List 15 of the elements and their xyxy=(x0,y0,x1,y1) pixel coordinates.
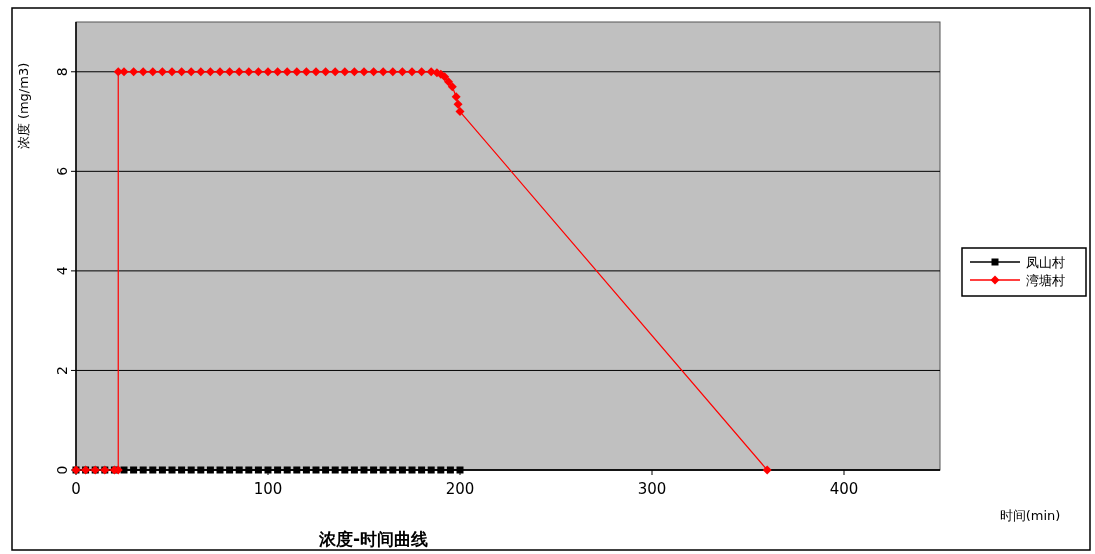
x-tick-label: 100 xyxy=(253,480,283,498)
y-tick-label: 2 xyxy=(54,365,70,375)
x-tick-label: 400 xyxy=(829,480,859,498)
text: 浓度-时间曲线 xyxy=(318,529,429,549)
legend-label: 凤山村 xyxy=(1026,255,1065,270)
y-tick-label: 6 xyxy=(54,166,70,176)
y-tick-label: 4 xyxy=(54,266,70,276)
x-tick-label: 0 xyxy=(71,480,81,498)
x-axis-title: 时间(min) xyxy=(999,508,1061,523)
x-tick-label: 200 xyxy=(445,480,475,498)
x-tick-label: 300 xyxy=(637,480,667,498)
legend-label: 湾塘村 xyxy=(1026,273,1065,288)
y-tick-label: 8 xyxy=(54,67,70,77)
y-axis-title: 浓度 (mg/m3) xyxy=(16,62,31,150)
y-tick-label: 0 xyxy=(54,465,70,475)
